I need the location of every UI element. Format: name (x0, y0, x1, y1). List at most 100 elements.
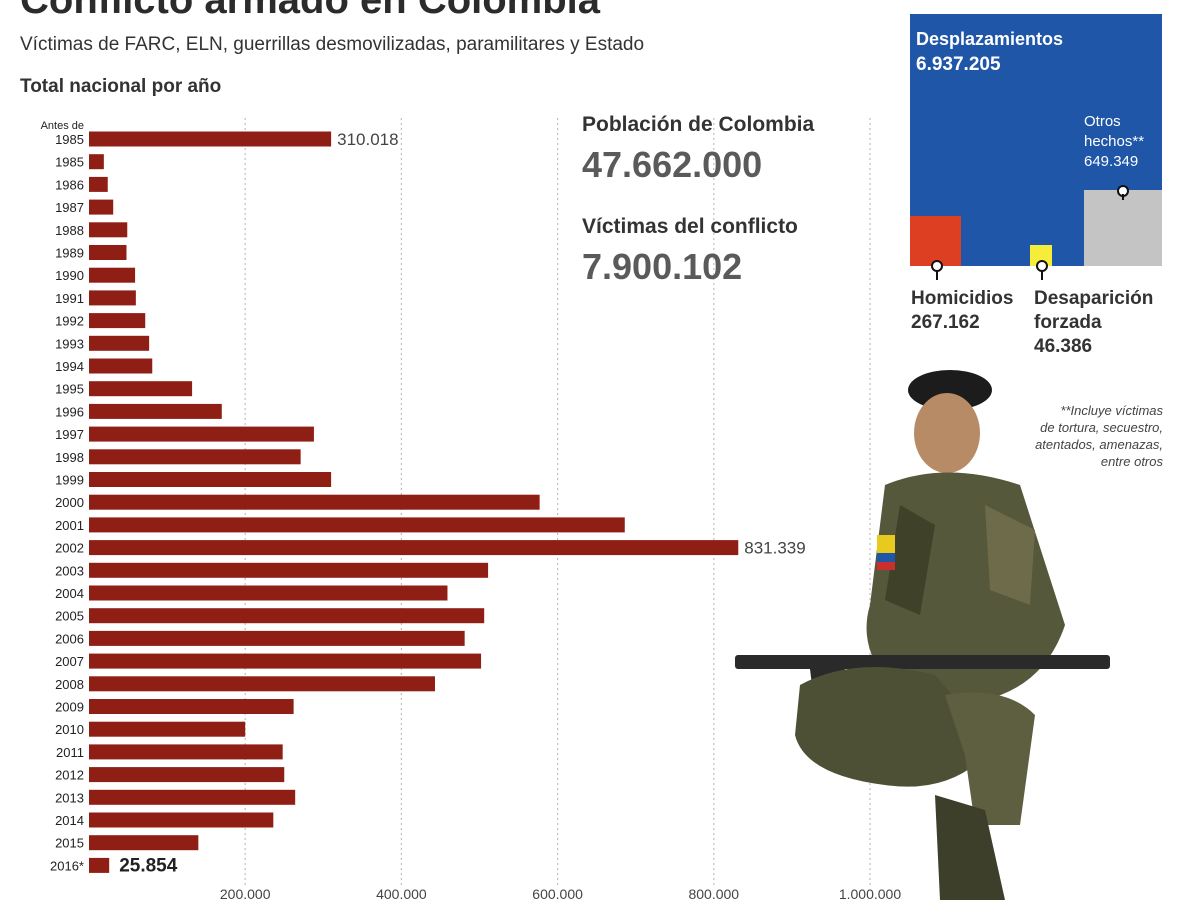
rifle (735, 655, 1110, 669)
y-tick-label: 1985 (55, 132, 84, 147)
data-label: 310.018 (337, 130, 398, 149)
y-tick-label: 2000 (55, 495, 84, 510)
data-label: 25.854 (119, 855, 178, 876)
y-tick-label: 2016* (50, 858, 84, 873)
x-tick-label: 600.000 (532, 886, 583, 900)
tm-desaparicion (1030, 245, 1052, 266)
soldier-legs (795, 667, 995, 787)
victims-by-type-treemap: Desplazamientos 6.937.205 Otros hechos**… (910, 14, 1162, 272)
soldier-photo (735, 370, 1110, 900)
page-subtitle: Víctimas de FARC, ELN, guerrillas desmov… (20, 34, 645, 55)
bar (89, 857, 110, 873)
y-tick-label: 2011 (56, 745, 84, 760)
tm-otros-value: 649.349 (1084, 153, 1139, 170)
bar (89, 699, 294, 714)
desaparicion-name-1: Desaparición (1034, 288, 1154, 309)
bar (89, 381, 193, 397)
otros-pin-stem (1122, 194, 1124, 200)
bar (89, 744, 283, 760)
tm-otros (1084, 190, 1162, 266)
bar (89, 199, 114, 215)
bar (89, 245, 127, 260)
x-tick-label: 800.000 (688, 886, 739, 900)
x-tick-label: 200.000 (220, 886, 271, 900)
y-tick-label: 1998 (55, 450, 84, 465)
chart-section-label: Total nacional por año (20, 76, 222, 97)
bar (89, 585, 448, 601)
y-tick-label: 2013 (55, 790, 84, 805)
bar (89, 449, 301, 465)
y-tick-label: 1990 (55, 268, 84, 283)
homicidios-name: Homicidios (911, 288, 1014, 309)
y-tick-label: Antes de (41, 120, 84, 132)
data-label: 831.339 (744, 539, 805, 558)
homicidios-pin-stem (936, 270, 938, 280)
y-tick-label: 1994 (55, 359, 84, 374)
y-tick-label: 2009 (55, 700, 84, 715)
y-tick-label: 2012 (55, 768, 84, 783)
bar (89, 721, 246, 737)
y-tick-label: 2005 (55, 609, 84, 624)
y-tick-label: 1987 (55, 200, 84, 215)
bar (89, 562, 489, 578)
y-tick-label: 1993 (55, 336, 84, 351)
bar (89, 313, 146, 329)
desaparicion-value: 46.386 (1034, 336, 1093, 357)
bar (89, 472, 332, 487)
bar (89, 222, 128, 238)
bar (89, 131, 332, 147)
bar (89, 290, 136, 306)
tm-otros-text: Otros hechos** 649.349 (1084, 112, 1144, 172)
population-label: Población de Colombia (582, 113, 815, 136)
population-value: 47.662.000 (582, 144, 763, 185)
y-tick-label: 2001 (55, 518, 84, 533)
bar (89, 653, 482, 669)
tm-otros-label-2: hechos** (1084, 133, 1145, 150)
victims-label: Víctimas del conflicto (582, 215, 798, 238)
bar (89, 789, 296, 805)
homicidios-label: Homicidios 267.162 (911, 287, 1013, 335)
x-tick-label: 400.000 (376, 886, 427, 900)
bar (89, 154, 104, 170)
bar (89, 403, 222, 419)
bar (89, 676, 435, 692)
desaparicion-pin-stem (1041, 270, 1043, 280)
victims-value: 7.900.102 (582, 246, 743, 287)
y-tick-label: 2006 (55, 631, 84, 646)
bar (89, 267, 136, 283)
y-tick-label: 1999 (55, 473, 84, 488)
y-tick-label: 2002 (55, 541, 84, 556)
flag-patch-blue (877, 553, 895, 562)
bar (89, 335, 150, 351)
bar (89, 494, 540, 510)
bar (89, 540, 739, 556)
y-tick-label: 1997 (55, 427, 84, 442)
footnote-line: entre otros (1100, 454, 1163, 469)
soldier-leg-right (945, 692, 1035, 825)
tm-otros-label-1: Otros (1084, 113, 1121, 130)
camo-patch (985, 505, 1035, 605)
y-tick-label: 1996 (55, 404, 84, 419)
y-tick-label: 2004 (55, 586, 84, 601)
homicidios-value: 267.162 (911, 312, 980, 333)
soldier-head (914, 393, 980, 473)
page-title: Conflicto armado en Colombia (20, 0, 601, 22)
flag-patch-red (877, 562, 895, 570)
x-tick-label: 1.000.000 (839, 886, 901, 900)
bar (89, 835, 199, 851)
bar (89, 426, 314, 442)
tm-desplazamientos-value: 6.937.205 (916, 54, 1001, 75)
bar (89, 517, 625, 533)
bar (89, 358, 153, 374)
y-tick-label: 2010 (55, 722, 84, 737)
y-tick-label: 1985 (55, 155, 84, 170)
y-tick-label: 2014 (55, 813, 84, 828)
bar (89, 767, 285, 783)
y-tick-label: 2008 (55, 677, 84, 692)
y-tick-label: 1986 (55, 177, 84, 192)
bar (89, 630, 465, 646)
y-tick-label: 1991 (55, 291, 84, 306)
y-tick-label: 1995 (55, 382, 84, 397)
camo-patch (885, 505, 935, 615)
